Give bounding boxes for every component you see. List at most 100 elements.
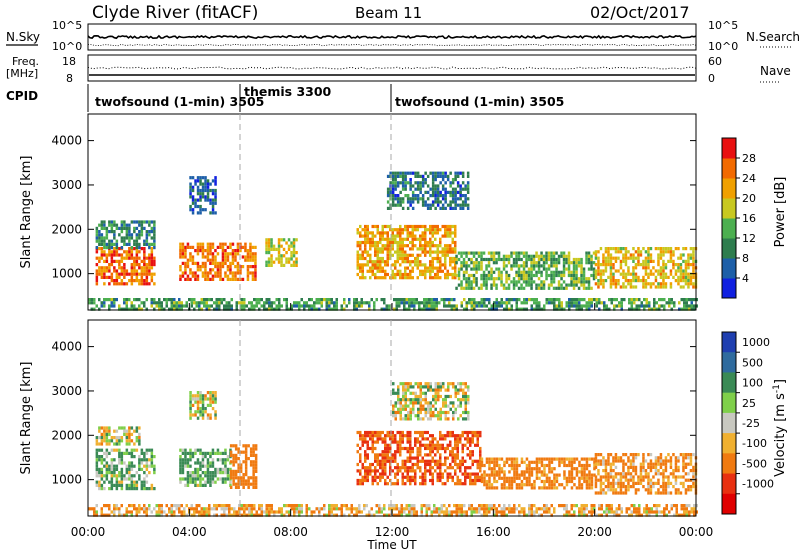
echo-cell-2 <box>201 252 205 256</box>
echo-cell-5 <box>416 430 419 435</box>
echo-cell-1 <box>120 239 124 243</box>
echo-cell-9 <box>340 304 343 308</box>
echo-cell-8 <box>599 491 603 495</box>
echo-cell-8 <box>654 275 658 279</box>
echo-cell-6 <box>391 171 395 175</box>
echo-cell-0 <box>120 480 124 484</box>
echo-cell-9 <box>385 307 388 311</box>
echo-cell-7 <box>508 483 511 487</box>
echo-cell-5 <box>376 231 379 235</box>
echo-cell-9 <box>655 307 658 311</box>
echo-cell-0 <box>118 448 121 452</box>
echo-cell-1 <box>133 242 136 246</box>
echo-cell-0 <box>100 461 104 465</box>
echo-cell-5 <box>456 475 459 479</box>
echo-cell-3 <box>242 485 245 489</box>
echo-cell-6 <box>452 382 455 386</box>
echo-cell-5 <box>386 475 389 479</box>
echo-cell-7 <box>580 467 584 471</box>
echo-cell-9 <box>463 298 466 302</box>
echo-cell-2 <box>251 274 255 278</box>
echo-cell-5 <box>384 443 387 447</box>
echo-cell-9 <box>495 301 498 305</box>
echo-cell-5 <box>439 260 442 264</box>
echo-cell-9 <box>638 298 641 302</box>
echo-cell-9 <box>128 510 131 514</box>
echo-cell-7 <box>565 476 569 480</box>
echo-cell-7 <box>552 257 556 262</box>
echo-cell-5 <box>444 450 447 454</box>
echo-cell-1 <box>143 242 146 246</box>
echo-cell-9 <box>268 307 271 311</box>
echo-cell-5 <box>436 228 439 232</box>
echo-cell-7 <box>555 476 559 480</box>
echo-cell-5 <box>451 272 454 277</box>
echo-cell-7 <box>552 286 556 290</box>
echo-cell-0 <box>98 474 101 478</box>
echo-cell-5 <box>361 253 364 257</box>
echo-cell-7 <box>510 457 514 461</box>
echo-cell-7 <box>537 264 541 268</box>
echo-cell-6 <box>444 200 447 204</box>
echo-cell-5 <box>444 266 447 270</box>
echo-cell-5 <box>391 440 394 444</box>
echo-cell-3 <box>244 466 248 470</box>
echo-cell-5 <box>436 272 439 277</box>
echo-cell-7 <box>490 460 494 464</box>
echo-cell-9 <box>560 301 563 305</box>
echo-cell-6 <box>419 197 422 201</box>
echo-cell-9 <box>410 301 413 305</box>
echo-cell-5 <box>394 475 397 479</box>
echo-cell-6 <box>419 385 422 389</box>
echo-cell-6 <box>441 206 445 210</box>
echo-cell-7 <box>567 254 571 258</box>
echo-cell-7 <box>470 251 473 255</box>
echo-cell-5 <box>369 446 372 451</box>
echo-cell-4 <box>206 413 210 417</box>
echo-cell-0 <box>125 253 129 257</box>
echo-cell-7 <box>455 257 458 262</box>
echo-cell-5 <box>451 240 454 245</box>
echo-cell-6 <box>461 171 465 175</box>
echo-cell-5 <box>476 430 479 435</box>
echo-cell-5 <box>391 437 394 441</box>
echo-cell-9 <box>113 304 116 308</box>
echo-cell-5 <box>454 224 457 229</box>
echo-cell-7 <box>495 267 498 271</box>
echo-cell-5 <box>466 453 469 457</box>
echo-cell-8 <box>594 253 598 257</box>
echo-cell-2 <box>184 245 187 249</box>
echo-cell-9 <box>523 298 526 302</box>
echo-cell-3 <box>249 450 253 454</box>
echo-cell-9 <box>103 513 106 517</box>
echo-cell-8 <box>642 279 645 283</box>
echo-cell-7 <box>533 467 536 471</box>
echo-cell-4 <box>292 263 296 267</box>
echo-cell-2 <box>184 271 187 275</box>
echo-cell-1 <box>125 439 129 443</box>
echo-cell-5 <box>369 240 372 245</box>
echo-cell-5 <box>419 459 422 463</box>
echo-cell-0 <box>148 253 151 257</box>
echo-cell-5 <box>376 260 379 264</box>
echo-cell-9 <box>480 304 483 308</box>
echo-cell-9 <box>495 307 498 311</box>
echo-cell-6 <box>394 410 397 415</box>
echo-cell-7 <box>527 254 531 258</box>
echo-cell-8 <box>599 488 603 492</box>
echo-cell-5 <box>411 237 414 241</box>
echo-cell-2 <box>221 261 225 265</box>
echo-cell-5 <box>424 472 427 476</box>
echo-cell-0 <box>143 266 146 270</box>
echo-cell-1 <box>105 236 109 240</box>
echo-cell-5 <box>421 269 424 273</box>
echo-cell-5 <box>454 228 457 232</box>
echo-cell-9 <box>93 510 96 514</box>
echo-cell-1 <box>123 236 126 240</box>
echo-cell-5 <box>431 269 434 273</box>
echo-cell-7 <box>510 254 513 258</box>
echo-cell-0 <box>130 451 134 455</box>
echo-cell-0 <box>138 250 141 254</box>
